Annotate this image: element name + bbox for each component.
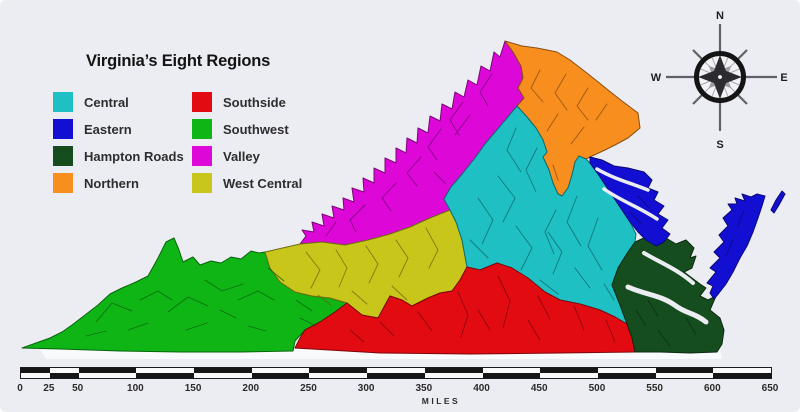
scale-segment bbox=[136, 373, 195, 378]
scale-segment bbox=[21, 368, 50, 373]
river-piankatank bbox=[602, 187, 659, 221]
scale-tick-label: 300 bbox=[357, 383, 375, 394]
scale-segment bbox=[49, 368, 79, 373]
legend-label-northern: Northern bbox=[84, 175, 139, 191]
legend-swatch-west-central bbox=[192, 173, 212, 193]
scale-segment bbox=[309, 373, 368, 378]
legend-column-1: Central Eastern Hampton Roads Northern bbox=[53, 92, 184, 193]
legend-swatch-hampton-roads bbox=[53, 146, 73, 166]
legend-label-southside: Southside bbox=[223, 94, 286, 110]
scale-tick-label: 50 bbox=[72, 383, 84, 394]
scale-segment bbox=[194, 368, 252, 373]
scale-segment bbox=[424, 373, 483, 378]
scale-tick-label: 200 bbox=[242, 383, 260, 394]
scale-segment bbox=[367, 368, 425, 373]
scale-segment bbox=[194, 373, 252, 378]
scale-segment bbox=[655, 373, 714, 378]
legend-label-central: Central bbox=[84, 94, 129, 110]
scale-segment bbox=[713, 368, 771, 373]
legend-item-central: Central bbox=[53, 92, 184, 112]
legend-label-west-central: West Central bbox=[223, 175, 303, 191]
scale-tick-label: 25 bbox=[43, 383, 55, 394]
scale-segment bbox=[597, 368, 656, 373]
county-lines-northern bbox=[530, 69, 608, 181]
scale-segment bbox=[367, 373, 425, 378]
legend-item-hampton-roads: Hampton Roads bbox=[53, 146, 184, 166]
scale-segment bbox=[251, 368, 310, 373]
legend-label-valley: Valley bbox=[223, 148, 260, 164]
scale-tick-label: 400 bbox=[473, 383, 490, 394]
river-york bbox=[642, 251, 695, 285]
legend-item-southwest: Southwest bbox=[192, 119, 302, 139]
scale-segment bbox=[136, 368, 195, 373]
legend-label-southwest: Southwest bbox=[223, 121, 289, 137]
scale-tick-label: 250 bbox=[300, 383, 317, 394]
legend-label-hampton-roads: Hampton Roads bbox=[84, 148, 184, 164]
scale-tick-label: 100 bbox=[127, 383, 144, 394]
scale-segment bbox=[251, 373, 310, 378]
compass-label-south: S bbox=[716, 139, 723, 151]
legend-item-eastern: Eastern bbox=[53, 119, 184, 139]
scale-tick-label: 350 bbox=[415, 383, 433, 394]
river-james bbox=[625, 284, 709, 325]
legend-column-2: Southside Southwest Valley West Central bbox=[192, 92, 302, 193]
scale-segment bbox=[540, 373, 598, 378]
region-eastern-mainland bbox=[589, 156, 671, 247]
scale-segment bbox=[597, 373, 656, 378]
river-rappahannock bbox=[595, 167, 650, 192]
scale-segment bbox=[21, 373, 50, 378]
legend-swatch-northern bbox=[53, 173, 73, 193]
scale-tick-label: 150 bbox=[184, 383, 202, 394]
legend-swatch-southwest bbox=[192, 119, 212, 139]
scale-segment bbox=[482, 373, 541, 378]
region-hampton-roads bbox=[611, 235, 725, 354]
scale-tick-label: 0 bbox=[17, 383, 23, 394]
scale-segment bbox=[78, 373, 137, 378]
legend-item-northern: Northern bbox=[53, 173, 184, 193]
county-lines-valley bbox=[325, 73, 493, 237]
compass-label-east: E bbox=[780, 72, 787, 84]
county-lines-central bbox=[469, 127, 615, 301]
compass-center-dot bbox=[717, 74, 723, 80]
scale-segment bbox=[713, 373, 771, 378]
scale-segment bbox=[424, 368, 483, 373]
scale-tick-label: 500 bbox=[588, 383, 606, 394]
legend-item-valley: Valley bbox=[192, 146, 302, 166]
scale-tick-label: 550 bbox=[646, 383, 663, 394]
scale-segment bbox=[540, 368, 598, 373]
legend-swatch-central bbox=[53, 92, 73, 112]
page-title: Virginia’s Eight Regions bbox=[86, 52, 271, 70]
scale-tick-label: 600 bbox=[703, 383, 721, 394]
compass-label-west: W bbox=[651, 72, 662, 84]
county-lines-west-central bbox=[305, 227, 439, 306]
county-lines-hampton-roads bbox=[635, 299, 697, 347]
legend-swatch-valley bbox=[192, 146, 212, 166]
scale-segment bbox=[309, 368, 368, 373]
region-eastern-shore bbox=[706, 193, 766, 300]
compass-label-north: N bbox=[716, 10, 724, 22]
scale-segment bbox=[482, 368, 541, 373]
scale-segment bbox=[78, 368, 137, 373]
compass-rose: N S W E bbox=[651, 10, 788, 151]
legend-item-southside: Southside bbox=[192, 92, 302, 112]
legend-swatch-eastern bbox=[53, 119, 73, 139]
scale-unit-label: MILES bbox=[421, 396, 461, 406]
legend-swatch-southside bbox=[192, 92, 212, 112]
scale-segment bbox=[49, 373, 79, 378]
legend-item-west-central: West Central bbox=[192, 173, 302, 193]
region-eastern-shore-islet bbox=[770, 190, 786, 214]
scale-segment bbox=[655, 368, 714, 373]
scale-bar bbox=[20, 367, 772, 379]
scale-bar-labels: 0 25 50 100 150 200 250 300 350 400 450 500 550 600 65… bbox=[0, 383, 800, 397]
region-southwest bbox=[21, 237, 348, 353]
scale-tick-label: 450 bbox=[530, 383, 548, 394]
scale-tick-label: 650 bbox=[761, 383, 779, 394]
county-lines-southside bbox=[349, 275, 616, 343]
legend-label-eastern: Eastern bbox=[84, 121, 132, 137]
county-lines-southwest bbox=[85, 267, 317, 337]
